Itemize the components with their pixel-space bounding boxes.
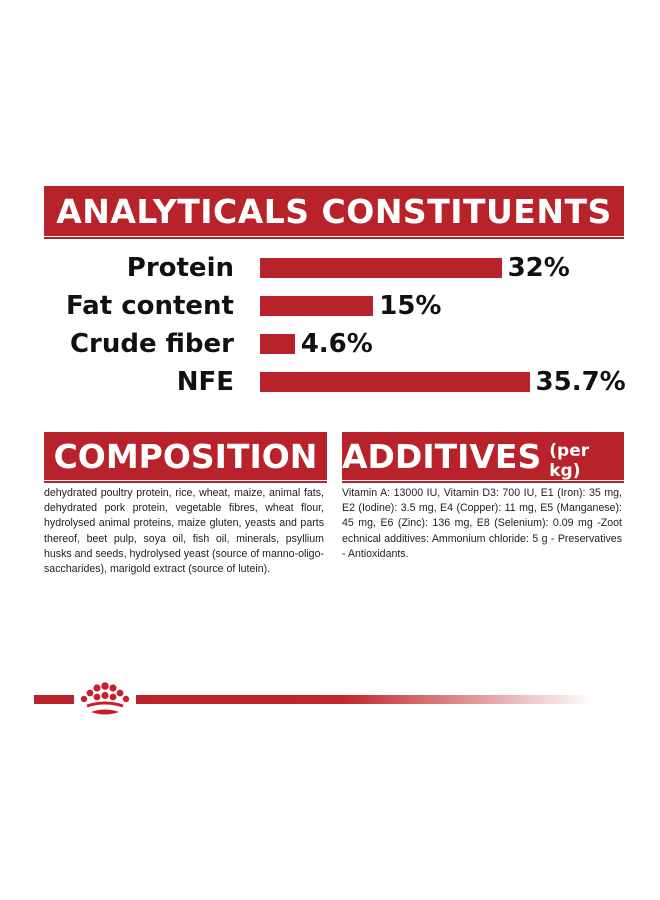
constituent-row: NFE 35.7% — [44, 365, 644, 399]
additives-rule — [342, 481, 624, 483]
composition-text: dehydrated poultry protein, rice, wheat,… — [44, 487, 324, 576]
additives-banner: ADDITIVES (per kg) — [342, 432, 624, 483]
constituent-row: Protein 32% — [44, 251, 644, 285]
crown-logo-icon — [74, 680, 136, 718]
constituent-value: 32% — [507, 253, 570, 283]
additives-text: Vitamin A: 13000 IU, Vitamin D3: 700 IU,… — [342, 487, 622, 560]
constituent-value: 15% — [379, 291, 442, 321]
constituent-label: Fat content — [65, 291, 234, 321]
constituent-value: 35.7% — [535, 367, 626, 397]
constituent-label: Crude fiber — [69, 329, 234, 359]
composition-banner: COMPOSITION — [44, 432, 327, 483]
constituent-label: NFE — [176, 367, 234, 397]
footer-divider — [34, 695, 594, 704]
analytics-banner: ANALYTICALS CONSTITUENTS — [44, 186, 624, 239]
additives-unit: (per kg) — [549, 441, 590, 481]
constituent-row: Fat content 15% — [44, 289, 644, 323]
constituent-bar — [260, 296, 374, 316]
composition-title: COMPOSITION — [53, 436, 318, 476]
constituent-row: Crude fiber 4.6% — [44, 327, 644, 361]
composition-rule — [44, 481, 327, 483]
additives-title: ADDITIVES — [342, 436, 542, 476]
constituent-value: 4.6% — [300, 329, 373, 359]
constituent-bar — [260, 372, 530, 392]
constituent-label: Protein — [126, 253, 234, 283]
analytics-title: ANALYTICALS CONSTITUENTS — [56, 191, 612, 231]
constituent-bar — [260, 334, 295, 354]
constituent-bar — [260, 258, 502, 278]
analytics-rule — [44, 237, 624, 239]
